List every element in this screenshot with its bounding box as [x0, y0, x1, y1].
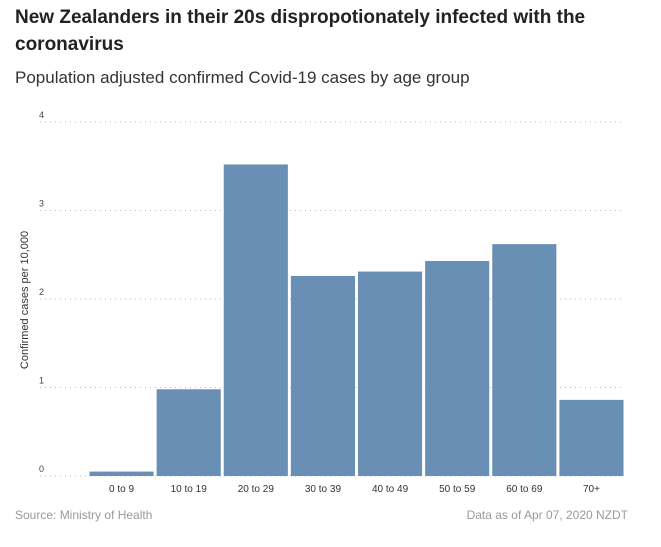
bar-60-to-69 [492, 244, 557, 476]
x-tick-label: 30 to 39 [305, 484, 342, 495]
y-tick-label: 4 [39, 110, 44, 120]
x-tick-label: 70+ [583, 484, 600, 495]
data-date-note: Data as of Apr 07, 2020 NZDT [466, 508, 628, 522]
chart-subtitle: Population adjusted confirmed Covid-19 c… [15, 68, 470, 87]
x-tick-label: 10 to 19 [171, 484, 208, 495]
bars [89, 164, 624, 477]
x-axis-ticks: 0 to 9 10 to 19 20 to 29 30 to 39 40 to 49 50… [109, 484, 600, 495]
x-tick-label: 50 to 59 [439, 484, 476, 495]
bar-0-to-9 [89, 471, 154, 476]
bar-chart: 0 1 2 3 4 0 to 9 10 to 19 20 to 29 30 to 39 40 t… [19, 110, 625, 495]
y-tick-label: 2 [39, 287, 44, 297]
bar-30-to-39 [290, 275, 355, 476]
y-axis-ticks: 0 1 2 3 4 [39, 110, 44, 474]
y-tick-label: 0 [39, 464, 44, 474]
x-tick-label: 20 to 29 [238, 484, 275, 495]
y-tick-label: 3 [39, 199, 44, 209]
bar-40-to-49 [358, 271, 423, 476]
bar-10-to-19 [156, 389, 221, 476]
bar-70- [559, 399, 624, 476]
bar-20-to-29 [223, 164, 288, 477]
y-tick-label: 1 [39, 376, 44, 386]
bar-50-to-59 [425, 260, 490, 476]
x-tick-label: 0 to 9 [109, 484, 134, 495]
x-tick-label: 60 to 69 [506, 484, 543, 495]
source-note: Source: Ministry of Health [15, 508, 153, 522]
x-tick-label: 40 to 49 [372, 484, 409, 495]
y-axis-label: Confirmed cases per 10,000 [19, 231, 31, 369]
chart-title: New Zealanders in their 20s dispropotion… [15, 7, 586, 55]
